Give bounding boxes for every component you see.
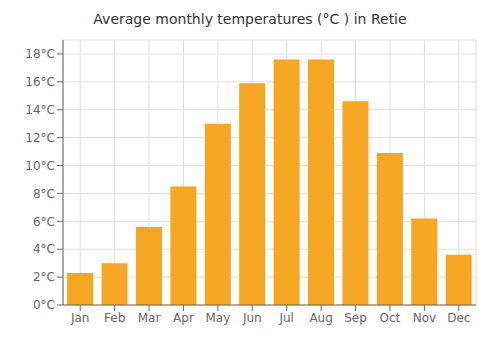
svg-text:0°C: 0°C [33, 298, 55, 312]
svg-text:May: May [205, 311, 230, 325]
svg-text:Aug: Aug [309, 311, 332, 325]
svg-text:12°C: 12°C [25, 131, 55, 145]
svg-text:4°C: 4°C [33, 242, 55, 256]
svg-text:Jan: Jan [70, 311, 90, 325]
svg-text:Apr: Apr [173, 311, 194, 325]
svg-text:8°C: 8°C [33, 187, 55, 201]
html-text:Average monthly temperatures (: Average monthly temperatures (°C ) in Re… [93, 11, 407, 27]
svg-text:16°C: 16°C [25, 75, 55, 89]
svg-text:Jun: Jun [242, 311, 262, 325]
svg-text:Dec: Dec [447, 311, 470, 325]
svg-text:18°C: 18°C [25, 47, 55, 61]
svg-text:Sep: Sep [344, 311, 367, 325]
svg-text:Nov: Nov [413, 311, 436, 325]
svg-text:2°C: 2°C [33, 270, 55, 284]
svg-text:Feb: Feb [104, 311, 125, 325]
svg-text:14°C: 14°C [25, 103, 55, 117]
svg-text:6°C: 6°C [33, 215, 55, 229]
svg-text:Jul: Jul [278, 311, 293, 325]
svg-text:10°C: 10°C [25, 159, 55, 173]
svg-text:Oct: Oct [380, 311, 401, 325]
svg-text:Mar: Mar [138, 311, 161, 325]
